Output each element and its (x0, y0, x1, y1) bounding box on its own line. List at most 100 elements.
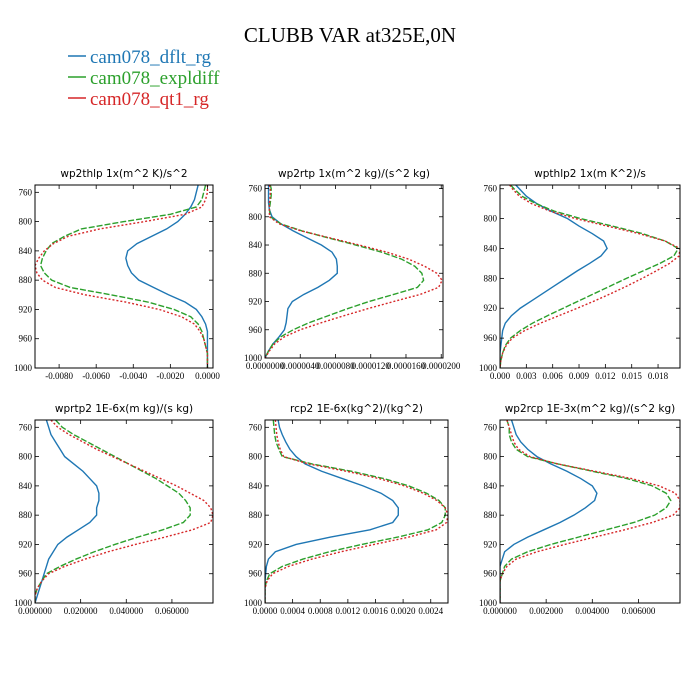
plot-frame (499, 419, 681, 604)
y-tick-label: 840 (484, 481, 498, 491)
y-tick-label: 880 (249, 510, 263, 520)
y-tick-label: 960 (484, 569, 498, 579)
series-line-cam078_expldiff (265, 185, 425, 358)
y-tick-label: 1000 (479, 363, 498, 373)
y-tick-label: 1000 (14, 598, 33, 608)
series-line-cam078_dflt_rg (35, 420, 100, 603)
y-tick-label: 920 (19, 539, 33, 549)
y-tick-label: 800 (19, 217, 33, 227)
x-tick-label: 0.0000160 (387, 361, 426, 371)
legend: cam078_dflt_rgcam078_expldiffcam078_qt1_… (68, 47, 220, 110)
x-tick-label: 0.000000 (483, 606, 517, 616)
legend-label: cam078_dflt_rg (90, 47, 212, 68)
plot-frame (264, 419, 449, 604)
plot-frame (34, 419, 214, 604)
series-line-cam078_expldiff (35, 420, 191, 603)
plot-frame (264, 184, 444, 359)
y-tick-label: 960 (484, 333, 498, 343)
x-tick-label: 0.003 (516, 371, 537, 381)
x-tick-label: -0.0080 (45, 371, 73, 381)
y-tick-label: 760 (484, 422, 498, 432)
y-tick-label: 760 (19, 422, 33, 432)
y-tick-label: 800 (249, 212, 263, 222)
chart-panel: rcp2 1E-6x(kg^2)/(kg^2) 760 800 840 880 920 96… (244, 403, 449, 616)
y-tick-label: 920 (19, 304, 33, 314)
x-tick-label: 0.0024 (418, 606, 443, 616)
y-tick-label: 840 (249, 481, 263, 491)
y-tick-label: 880 (484, 273, 498, 283)
x-tick-label: -0.0060 (82, 371, 110, 381)
y-tick-label: 800 (484, 214, 498, 224)
y-tick-label: 760 (249, 184, 263, 194)
series-line-cam078_qt1_rg (265, 420, 448, 603)
series-line-cam078_qt1_rg (35, 185, 209, 368)
y-tick-label: 800 (19, 452, 33, 462)
x-tick-label: 0.0020 (391, 606, 416, 616)
y-tick-label: 1000 (14, 363, 33, 373)
series-line-cam078_expldiff (265, 420, 446, 603)
y-tick-label: 880 (19, 275, 33, 285)
x-tick-label: 0.0012 (335, 606, 360, 616)
chart-panel: wprtp2 1E-6x(m kg)/(s kg) 760 800 840 880 920… (14, 403, 214, 616)
x-tick-label: 0.0016 (363, 606, 388, 616)
y-tick-label: 960 (249, 325, 263, 335)
y-tick-label: 840 (484, 243, 498, 253)
panel-title: rcp2 1E-6x(kg^2)/(kg^2) (290, 403, 423, 415)
plot-frame (499, 184, 681, 369)
y-tick-label: 1000 (244, 353, 263, 363)
series-line-cam078_dflt_rg (265, 420, 399, 603)
y-tick-label: 880 (484, 510, 498, 520)
figure-title: CLUBB VAR at325E,0N (244, 23, 456, 47)
x-tick-label: 0.015 (622, 371, 643, 381)
x-tick-label: 0.0000120 (352, 361, 391, 371)
x-tick-label: 0.0004 (280, 606, 305, 616)
x-tick-label: 0.060000 (155, 606, 189, 616)
y-tick-label: 1000 (479, 598, 498, 608)
y-tick-label: 840 (19, 246, 33, 256)
y-tick-label: 760 (19, 187, 33, 197)
panel-title: wp2rcp 1E-3x(m^2 kg)/(s^2 kg) (505, 403, 676, 415)
x-tick-label: 0.0000040 (281, 361, 320, 371)
x-tick-label: 0.009 (569, 371, 590, 381)
y-tick-label: 800 (249, 452, 263, 462)
chart-panel: wp2thlp 1x(m^2 K)/s^2 760 800 840 880 920 960 1… (14, 168, 220, 381)
x-tick-label: 0.0008 (308, 606, 333, 616)
series-line-cam078_expldiff (500, 185, 680, 368)
y-tick-label: 920 (249, 539, 263, 549)
x-tick-label: 0.0000000 (246, 361, 285, 371)
x-tick-label: 0.006 (543, 371, 564, 381)
x-tick-label: 0.000 (490, 371, 511, 381)
legend-label: cam078_expldiff (90, 68, 220, 89)
chart-panel: wpthlp2 1x(m K^2)/s 760 800 840 880 920 960 100… (479, 168, 681, 381)
y-tick-label: 920 (484, 303, 498, 313)
panel-title: wpthlp2 1x(m K^2)/s (534, 168, 646, 180)
x-tick-label: 0.000000 (18, 606, 52, 616)
y-tick-label: 920 (484, 539, 498, 549)
panel-title: wp2thlp 1x(m^2 K)/s^2 (60, 168, 187, 180)
chart-panel: wp2rtp 1x(m^2 kg)/(s^2 kg) 760 800 840 880 92… (244, 168, 461, 371)
y-tick-label: 880 (249, 268, 263, 278)
y-tick-label: 840 (249, 240, 263, 250)
y-tick-label: 760 (484, 184, 498, 194)
y-tick-label: 880 (19, 510, 33, 520)
panel-title: wprtp2 1E-6x(m kg)/(s kg) (55, 403, 193, 415)
series-line-cam078_qt1_rg (500, 420, 680, 603)
y-tick-label: 920 (249, 297, 263, 307)
x-tick-label: 0.004000 (575, 606, 609, 616)
series-line-cam078_qt1_rg (35, 420, 213, 603)
series-line-cam078_expldiff (39, 185, 209, 368)
x-tick-label: 0.018 (648, 371, 669, 381)
series-line-cam078_qt1_rg (500, 185, 680, 368)
panel-title: wp2rtp 1x(m^2 kg)/(s^2 kg) (278, 168, 430, 180)
x-tick-label: -0.0040 (119, 371, 147, 381)
x-tick-label: -0.0020 (156, 371, 184, 381)
y-tick-label: 960 (249, 569, 263, 579)
x-tick-label: 0.0000 (195, 371, 220, 381)
plot-frame (34, 184, 214, 369)
series-line-cam078_expldiff (500, 420, 672, 603)
series-line-cam078_dflt_rg (125, 185, 209, 368)
x-tick-label: 0.012 (595, 371, 615, 381)
x-tick-label: 0.006000 (622, 606, 656, 616)
x-tick-label: 0.020000 (64, 606, 98, 616)
chart-panel: wp2rcp 1E-3x(m^2 kg)/(s^2 kg) 760 800 840 88… (479, 403, 681, 616)
